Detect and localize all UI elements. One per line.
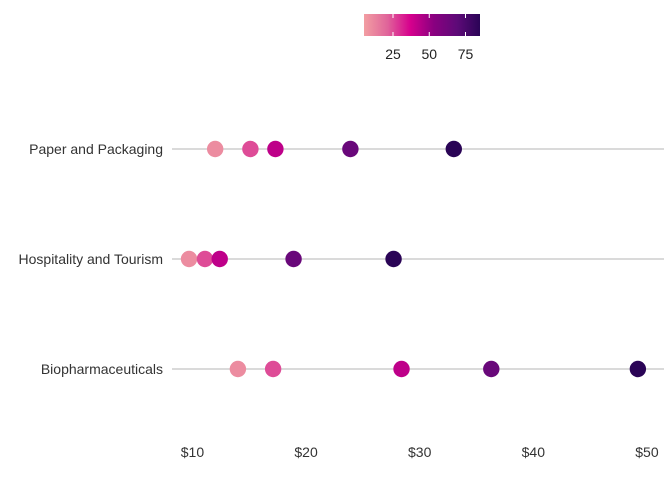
category-tracks	[172, 148, 664, 370]
x-axis-ticks: $10 $20 $30 $40 $50	[181, 444, 659, 460]
data-point	[264, 360, 282, 378]
data-point	[629, 360, 647, 378]
data-point	[242, 140, 259, 158]
data-point	[206, 140, 224, 158]
data-point	[211, 250, 228, 268]
data-point	[180, 250, 198, 268]
color-legend: 25 50 75	[364, 14, 480, 62]
legend-tick-label: 75	[458, 46, 474, 62]
category-label: Hospitality and Tourism	[19, 251, 163, 267]
data-points	[180, 140, 647, 378]
data-point	[483, 360, 500, 378]
data-point	[393, 360, 410, 378]
x-tick-label: $40	[522, 444, 546, 460]
data-point	[196, 250, 214, 268]
x-tick-label: $20	[294, 444, 318, 460]
category-labels: Paper and Packaging Hospitality and Touri…	[19, 141, 163, 377]
data-point	[445, 140, 462, 158]
category-label: Biopharmaceuticals	[41, 361, 163, 377]
data-point	[385, 250, 402, 268]
x-tick-label: $10	[181, 444, 205, 460]
data-point	[267, 140, 284, 158]
data-point	[342, 140, 359, 158]
x-tick-label: $30	[408, 444, 432, 460]
category-label: Paper and Packaging	[29, 141, 163, 157]
legend-colorbar	[364, 14, 480, 36]
data-point	[285, 250, 302, 268]
legend-tick-label: 50	[421, 46, 437, 62]
data-point	[229, 360, 247, 378]
legend-tick-label: 25	[385, 46, 401, 62]
x-tick-label: $50	[635, 444, 659, 460]
